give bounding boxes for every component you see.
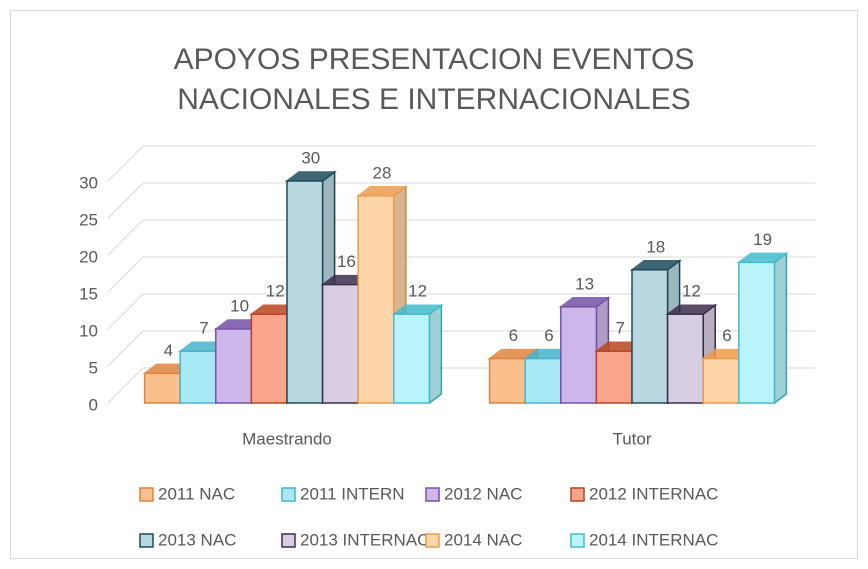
bar — [702, 357, 740, 404]
legend-swatch — [139, 487, 154, 502]
chart-border — [10, 10, 858, 559]
data-label: 6 — [509, 326, 518, 345]
x-tick-label: Tutor — [612, 429, 651, 448]
legend-label: 2013 INTERNAC — [300, 530, 429, 549]
bar — [215, 328, 253, 404]
legend-swatch — [425, 487, 440, 502]
grid-line — [107, 330, 144, 367]
bar — [631, 269, 669, 404]
data-label: 12 — [682, 282, 701, 301]
bar-side — [773, 251, 788, 405]
grid-line — [107, 293, 144, 330]
y-tick-label: 15 — [79, 284, 98, 303]
bar — [393, 313, 431, 404]
bar — [357, 195, 395, 404]
bar — [250, 313, 288, 404]
bar — [488, 357, 526, 404]
bar — [595, 350, 633, 404]
data-label: 13 — [575, 274, 594, 293]
data-label: 30 — [301, 148, 320, 167]
legend-label: 2011 INTERN — [300, 484, 405, 503]
legend-swatch — [281, 487, 296, 502]
grid-line — [107, 145, 144, 182]
data-label: 12 — [408, 282, 427, 301]
bar — [560, 306, 598, 404]
bar — [666, 313, 704, 404]
y-tick-label: 0 — [89, 395, 98, 414]
legend-swatch — [570, 487, 585, 502]
legend-label: 2014 NAC — [444, 530, 522, 549]
data-label: 7 — [615, 319, 624, 338]
data-label: 18 — [646, 237, 665, 256]
legend-label: 2011 NAC — [158, 484, 235, 503]
legend-swatch — [425, 533, 440, 548]
bar — [179, 350, 217, 404]
data-label: 6 — [722, 326, 731, 345]
data-label: 4 — [164, 341, 173, 360]
data-label: 28 — [373, 163, 392, 182]
bar — [738, 261, 776, 404]
legend-label: 2012 INTERNAC — [589, 484, 718, 503]
legend-swatch — [139, 533, 154, 548]
y-tick-label: 25 — [79, 210, 98, 229]
legend-label: 2013 NAC — [158, 530, 236, 549]
y-tick-label: 5 — [89, 358, 98, 377]
data-label: 7 — [199, 319, 208, 338]
grid-line — [107, 219, 144, 256]
chart-title: APOYOS PRESENTACION EVENTOS NACIONALES E… — [173, 43, 695, 116]
legend-swatch — [570, 533, 585, 548]
data-label: 19 — [753, 230, 772, 249]
grid-line — [107, 367, 144, 404]
bar — [524, 357, 562, 404]
data-label: 12 — [266, 282, 285, 301]
grid-line — [107, 256, 144, 293]
legend-swatch — [281, 533, 296, 548]
y-tick-label: 10 — [79, 321, 98, 340]
data-label: 6 — [544, 326, 553, 345]
data-label: 10 — [230, 296, 249, 315]
y-tick-label: 30 — [79, 173, 98, 192]
legend-label: 2014 INTERNAC — [589, 530, 718, 549]
bar-side — [428, 303, 443, 405]
bar — [143, 372, 181, 404]
y-tick-label: 20 — [79, 247, 98, 266]
grid-line — [107, 182, 144, 219]
x-tick-label: Maestrando — [242, 429, 332, 448]
bar — [286, 180, 324, 404]
data-label: 16 — [337, 252, 356, 271]
bar — [321, 283, 359, 404]
legend-label: 2012 NAC — [444, 484, 522, 503]
